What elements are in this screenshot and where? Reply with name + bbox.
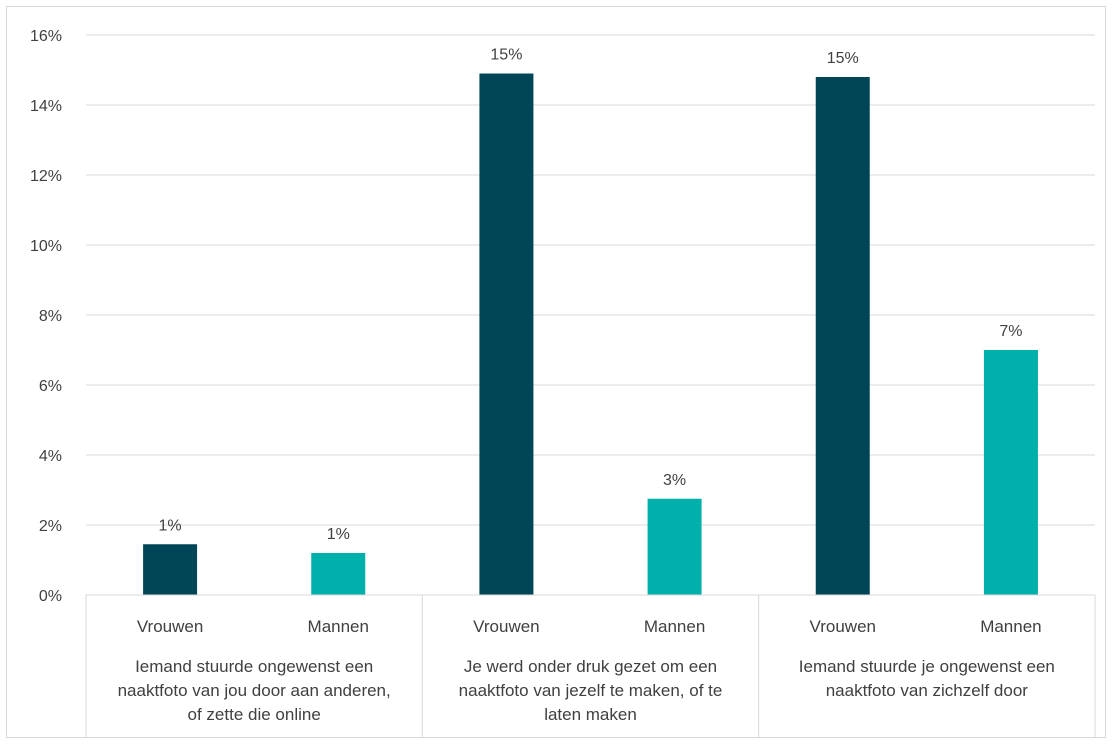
x-axis: Vrouwen Mannen Iemand stuurde ongewenst ee… bbox=[85, 594, 1096, 738]
x-category-label: Mannen bbox=[644, 617, 705, 636]
x-group-label: of zette die online bbox=[188, 705, 321, 724]
bar bbox=[311, 553, 366, 595]
x-group-label: Iemand stuurde je ongewenst een bbox=[799, 657, 1055, 676]
bar bbox=[983, 350, 1038, 595]
x-category-label: Mannen bbox=[308, 617, 369, 636]
data-label: 1% bbox=[159, 517, 182, 534]
y-tick-label: 12% bbox=[30, 168, 62, 185]
data-label: 7% bbox=[999, 323, 1022, 340]
y-tick-label: 2% bbox=[39, 518, 62, 535]
x-category-label: Vrouwen bbox=[810, 617, 876, 636]
data-label: 1% bbox=[327, 526, 350, 543]
y-tick-label: 8% bbox=[39, 308, 62, 325]
bar bbox=[479, 73, 534, 595]
y-axis: 0% 2% 4% 6% 8% 10% 12% 14% 16% bbox=[30, 28, 62, 605]
x-group-label: Je werd onder druk gezet om een bbox=[464, 657, 717, 676]
x-group-label: laten maken bbox=[544, 705, 637, 724]
y-tick-label: 0% bbox=[39, 588, 62, 605]
x-category-label: Vrouwen bbox=[137, 617, 203, 636]
x-category-label: Mannen bbox=[980, 617, 1041, 636]
x-group-label: naaktfoto van jezelf te maken, of te bbox=[459, 681, 723, 700]
y-tick-label: 4% bbox=[39, 448, 62, 465]
bars: 1% 1% 15% 3% 15% 7% bbox=[143, 47, 1038, 595]
y-tick-label: 10% bbox=[30, 238, 62, 255]
data-label: 15% bbox=[490, 47, 522, 64]
gridlines bbox=[86, 34, 1095, 596]
x-group-label: Iemand stuurde ongewenst een bbox=[135, 657, 373, 676]
x-category-label: Vrouwen bbox=[473, 617, 539, 636]
x-group-label: naaktfoto van zichzelf door bbox=[826, 681, 1029, 700]
x-group-label: naaktfoto van jou door aan anderen, bbox=[118, 681, 391, 700]
bar bbox=[647, 498, 702, 595]
y-tick-label: 14% bbox=[30, 98, 62, 115]
bar bbox=[143, 544, 198, 595]
chart-frame bbox=[6, 6, 1106, 738]
y-tick-label: 6% bbox=[39, 378, 62, 395]
data-label: 15% bbox=[827, 50, 859, 67]
data-label: 3% bbox=[663, 472, 686, 489]
bar bbox=[815, 77, 870, 595]
y-tick-label: 16% bbox=[30, 28, 62, 45]
